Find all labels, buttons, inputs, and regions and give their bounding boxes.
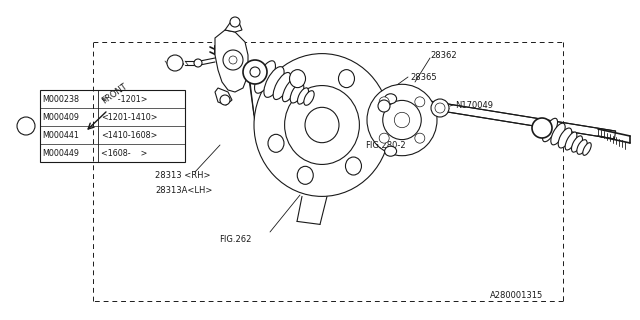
Ellipse shape	[285, 85, 360, 164]
Text: <1410-1608>: <1410-1608>	[101, 131, 157, 140]
Ellipse shape	[415, 133, 425, 143]
Text: A280001315: A280001315	[490, 291, 543, 300]
Ellipse shape	[565, 132, 577, 150]
Text: FRONT: FRONT	[100, 82, 129, 106]
Ellipse shape	[229, 56, 237, 64]
Text: N170049: N170049	[455, 100, 493, 109]
Circle shape	[167, 55, 183, 71]
Ellipse shape	[264, 67, 284, 97]
Text: <    -1201>: < -1201>	[101, 94, 147, 103]
Text: FIG.262: FIG.262	[219, 236, 251, 244]
Ellipse shape	[385, 94, 397, 104]
Text: 28313A<LH>: 28313A<LH>	[155, 186, 212, 195]
Ellipse shape	[304, 91, 314, 105]
Ellipse shape	[194, 59, 202, 67]
Text: 1: 1	[24, 122, 29, 131]
Text: M000449: M000449	[42, 148, 79, 157]
Ellipse shape	[346, 157, 362, 175]
Text: 1: 1	[173, 59, 177, 68]
Text: 28313 <RH>: 28313 <RH>	[155, 171, 211, 180]
Polygon shape	[40, 90, 185, 162]
Text: <1608-    >: <1608- >	[101, 148, 147, 157]
Ellipse shape	[339, 70, 355, 88]
Ellipse shape	[383, 100, 421, 140]
Ellipse shape	[583, 143, 591, 155]
Polygon shape	[225, 20, 242, 32]
Ellipse shape	[297, 166, 313, 184]
Text: <1201-1410>: <1201-1410>	[101, 113, 157, 122]
Ellipse shape	[230, 17, 240, 27]
Ellipse shape	[243, 60, 267, 84]
Ellipse shape	[289, 70, 305, 88]
Text: M000441: M000441	[42, 131, 79, 140]
Ellipse shape	[385, 146, 397, 156]
Ellipse shape	[254, 53, 390, 196]
Ellipse shape	[223, 50, 243, 70]
Ellipse shape	[431, 99, 449, 117]
Ellipse shape	[379, 133, 389, 143]
Text: M000409: M000409	[42, 113, 79, 122]
Ellipse shape	[250, 67, 260, 77]
Ellipse shape	[415, 97, 425, 107]
Ellipse shape	[220, 95, 230, 105]
Ellipse shape	[282, 78, 298, 102]
Polygon shape	[215, 30, 248, 92]
Ellipse shape	[378, 100, 390, 112]
Circle shape	[17, 117, 35, 135]
Text: 28365: 28365	[410, 73, 436, 82]
Ellipse shape	[543, 118, 557, 142]
Ellipse shape	[273, 72, 291, 100]
Text: 28362: 28362	[430, 51, 456, 60]
Ellipse shape	[394, 112, 410, 128]
Ellipse shape	[290, 83, 304, 103]
Text: M000238: M000238	[42, 94, 79, 103]
Ellipse shape	[268, 134, 284, 152]
Ellipse shape	[558, 128, 572, 148]
Text: FIG.280-2: FIG.280-2	[365, 140, 406, 149]
Ellipse shape	[572, 136, 582, 152]
Ellipse shape	[532, 118, 552, 138]
Polygon shape	[215, 88, 232, 105]
Polygon shape	[261, 74, 616, 139]
Ellipse shape	[367, 84, 437, 156]
Ellipse shape	[255, 61, 275, 93]
Ellipse shape	[298, 88, 308, 104]
Ellipse shape	[577, 140, 587, 154]
Ellipse shape	[379, 97, 389, 107]
Ellipse shape	[305, 107, 339, 143]
Ellipse shape	[435, 103, 445, 113]
Ellipse shape	[551, 123, 565, 145]
